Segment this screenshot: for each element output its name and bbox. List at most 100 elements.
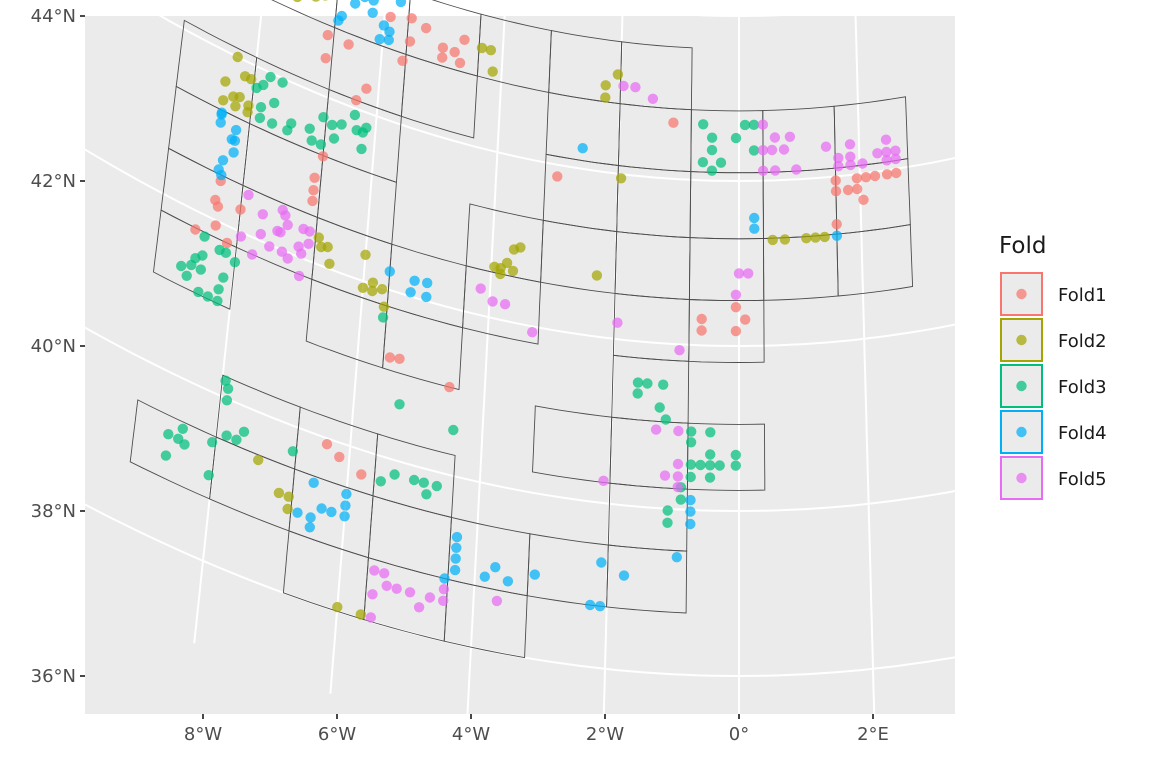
data-point: [293, 0, 302, 3]
data-point: [632, 377, 644, 388]
data-point: [767, 234, 778, 246]
data-point: [253, 454, 264, 466]
data-point: [476, 42, 488, 54]
data-point: [315, 139, 327, 150]
spatial-block: [688, 299, 765, 363]
data-point: [662, 517, 673, 528]
data-point: [231, 434, 242, 445]
data-point: [431, 480, 442, 492]
spatial-block: [836, 224, 914, 297]
data-point: [491, 595, 503, 607]
data-point: [819, 231, 830, 243]
legend-keys: Fold1 Fold2 Fold3 Fold4 Fold5: [1000, 272, 1107, 500]
data-point: [705, 449, 716, 460]
data-point: [317, 151, 329, 162]
data-point: [449, 564, 461, 576]
data-point: [220, 375, 231, 386]
data-point: [384, 26, 395, 37]
data-point: [730, 325, 742, 337]
data-point: [221, 237, 233, 249]
x-tick-label: 4°W: [452, 724, 490, 745]
data-point: [351, 95, 362, 106]
legend-label: Fold3: [1058, 377, 1107, 398]
data-point: [596, 557, 607, 568]
data-point: [255, 102, 267, 113]
x-axis: 8°W 6°W 4°W 2°W 0° 2°E: [184, 714, 889, 745]
meridian-gridline: [329, 16, 386, 694]
data-point: [833, 161, 844, 172]
data-point: [421, 489, 432, 500]
legend-key-point: [1016, 334, 1027, 346]
data-point: [293, 270, 305, 282]
data-point: [422, 277, 433, 289]
data-point: [831, 219, 842, 230]
data-point: [287, 446, 299, 457]
x-tick-label: 2°E: [857, 724, 889, 745]
data-point: [305, 512, 316, 523]
data-point: [381, 580, 392, 591]
data-point: [594, 601, 606, 612]
data-point: [454, 57, 466, 69]
data-point: [367, 589, 378, 600]
data-point: [326, 119, 338, 131]
data-point: [230, 124, 242, 136]
data-point: [658, 379, 669, 390]
series-fold3: [160, 71, 760, 528]
data-point: [195, 264, 206, 275]
data-point: [584, 599, 596, 611]
data-point: [273, 487, 285, 499]
data-point: [365, 612, 376, 623]
data-point: [243, 189, 254, 201]
data-point: [495, 268, 506, 280]
data-point: [355, 609, 366, 620]
data-point: [391, 583, 402, 594]
data-point: [264, 241, 275, 252]
data-point: [255, 228, 266, 240]
data-point: [307, 195, 318, 207]
data-point: [229, 135, 241, 146]
data-point: [377, 312, 389, 323]
data-point: [672, 471, 684, 482]
data-point: [349, 109, 361, 121]
data-point: [176, 260, 187, 272]
data-point: [320, 53, 331, 64]
x-tick-label: 6°W: [318, 724, 356, 745]
data-point: [757, 165, 769, 176]
data-point: [186, 259, 197, 271]
data-point: [360, 0, 370, 3]
data-point: [810, 232, 821, 243]
data-point: [322, 0, 328, 1]
data-point: [357, 127, 368, 138]
data-point: [340, 500, 351, 511]
data-point: [507, 265, 519, 277]
data-point: [612, 317, 623, 328]
data-point: [833, 152, 844, 164]
data-point: [881, 146, 892, 158]
data-point: [179, 439, 190, 450]
data-point: [218, 272, 229, 283]
data-point: [383, 34, 394, 46]
data-point: [675, 494, 686, 505]
data-point: [475, 283, 486, 294]
spatial-block: [400, 53, 478, 139]
legend-key-box: [1000, 272, 1043, 316]
data-point: [199, 231, 210, 242]
spatial-block: [606, 544, 688, 614]
data-point: [820, 141, 832, 152]
data-point: [733, 268, 745, 279]
data-point: [328, 133, 340, 144]
series-fold2: [218, 0, 830, 620]
data-point: [333, 15, 344, 26]
data-point: [313, 232, 324, 243]
data-point: [216, 169, 227, 181]
data-point: [444, 381, 455, 393]
data-point: [529, 569, 540, 580]
legend-key-point: [1016, 472, 1027, 484]
data-point: [770, 165, 781, 176]
data-point: [743, 268, 754, 279]
data-point: [269, 97, 280, 109]
legend-label: Fold2: [1058, 331, 1107, 352]
data-point: [451, 531, 463, 543]
data-point: [228, 147, 239, 158]
